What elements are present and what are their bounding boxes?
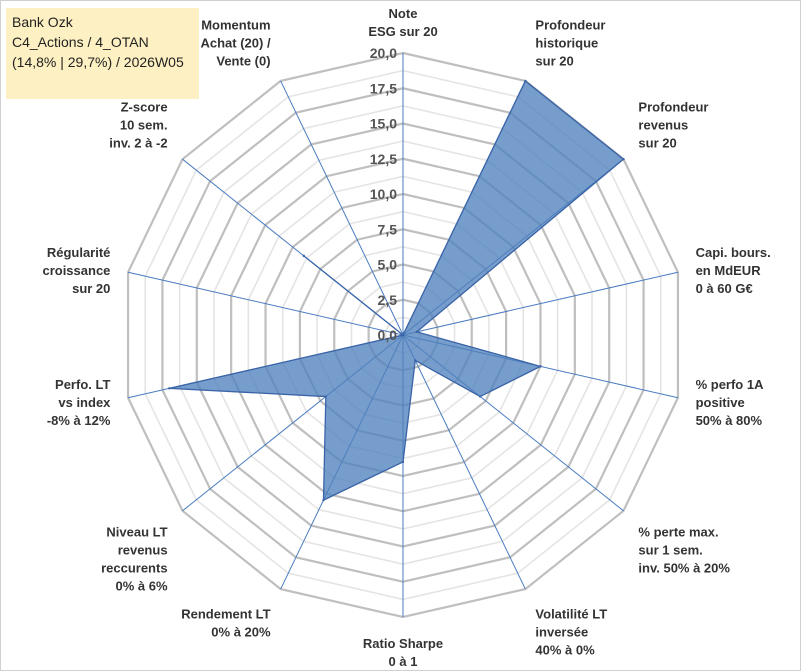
axis-label: Capi. bours. en MdEUR 0 à 60 G€ — [696, 245, 771, 296]
axis-label-line: % perte max. — [638, 525, 718, 540]
tick-label: 7,5 — [378, 221, 398, 237]
axis-label: Momentum Achat (20) / Vente (0) — [200, 17, 270, 68]
axis-spoke — [402, 271, 679, 336]
axis-label: Perfo. LT vs index -8% à 12% — [47, 377, 111, 428]
data-point — [401, 460, 405, 464]
axis-label-line: Note — [389, 6, 418, 21]
data-point — [324, 395, 328, 398]
axis-label: Profondeur revenus sur 20 — [638, 99, 708, 150]
axis-label-line: positive — [696, 395, 745, 410]
axis-label-line: 50% à 80% — [696, 413, 763, 428]
tick-label: 0,0 — [378, 327, 398, 343]
axis-label-line: Rendement LT — [181, 607, 270, 622]
axis-label-line: en MdEUR — [696, 263, 762, 278]
data-point — [401, 333, 405, 337]
axis-label-line: Niveau LT — [106, 525, 167, 540]
data-point — [415, 330, 418, 334]
axis-label: Ratio Sharpe 0 à 1 — [363, 636, 443, 669]
data-point — [539, 365, 542, 368]
tick-label: 2,5 — [378, 292, 398, 308]
axis-label-line: sur 20 — [72, 281, 110, 296]
axis-label-line: inv. 50% à 20% — [638, 561, 730, 576]
axis-label-line: -8% à 12% — [47, 413, 111, 428]
axis-spoke — [402, 334, 526, 590]
axis-label: Note ESG sur 20 — [368, 6, 437, 39]
axis-label-line: ESG sur 20 — [368, 24, 437, 39]
axis-label-line: Z-score — [121, 99, 168, 114]
axis-label-line: 0 à 1 — [389, 654, 418, 669]
axis-label-line: 0% à 6% — [116, 579, 168, 594]
axis-label-line: 10 sem. — [120, 117, 168, 132]
data-point — [478, 395, 482, 398]
axis-label-line: Volatilité LT — [535, 607, 607, 622]
data-point — [322, 498, 325, 502]
title-line-2: C4_Actions / 4_OTAN — [12, 34, 149, 50]
tick-label: 5,0 — [378, 257, 398, 273]
axis-label: % perfo 1A positive 50% à 80% — [696, 377, 765, 428]
axis-label-line: Perfo. LT — [55, 377, 110, 392]
axis-label: Régularité croissance sur 20 — [42, 245, 110, 296]
tick-label: 12,5 — [370, 151, 397, 167]
axis-label-line: inversée — [535, 625, 588, 640]
tick-label: 17,5 — [370, 80, 397, 96]
axis-label: Niveau LT revenus reccurents 0% à 6% — [101, 525, 168, 594]
axis-spoke — [127, 271, 404, 336]
axis-label-line: Momentum — [201, 17, 270, 32]
axis-label-line: Profondeur — [638, 99, 708, 114]
axis-label-line: revenus — [118, 543, 168, 558]
axis-label-line: Achat (20) / — [200, 35, 270, 50]
axis-label-line: croissance — [42, 263, 110, 278]
tick-label: 15,0 — [370, 116, 397, 132]
axis-label-line: % perfo 1A — [696, 377, 765, 392]
axis-label-line: sur 20 — [638, 135, 676, 150]
data-series-area — [169, 79, 625, 502]
axis-label-line: 0% à 20% — [211, 625, 271, 640]
axis-label-line: Vente (0) — [216, 53, 270, 68]
axis-label: Z-score 10 sem. inv. 2 à -2 — [109, 99, 167, 150]
tick-label: 10,0 — [370, 186, 397, 202]
axis-label-line: 40% à 0% — [535, 643, 595, 658]
data-point — [622, 157, 625, 161]
axis-label: Rendement LT 0% à 20% — [181, 607, 271, 640]
axis-label: % perte max. sur 1 sem. inv. 50% à 20% — [638, 525, 730, 576]
axis-label-line: sur 1 sem. — [638, 543, 702, 558]
axis-label-line: Régularité — [47, 245, 111, 260]
axis-label-line: vs index — [58, 395, 111, 410]
axis-label-line: Ratio Sharpe — [363, 636, 443, 651]
data-point — [302, 254, 305, 258]
data-point — [168, 387, 171, 390]
axis-label-line: revenus — [638, 117, 688, 132]
tick-label: 20,0 — [370, 45, 397, 61]
axis-label-line: reccurents — [101, 561, 167, 576]
title-line-1: Bank Ozk — [12, 14, 73, 30]
axis-label-line: 0 à 60 G€ — [696, 281, 753, 296]
axis-label: Volatilité LT inversée 40% à 0% — [535, 607, 607, 658]
axis-label-line: Profondeur — [535, 17, 605, 32]
axis-label-line: Capi. bours. — [696, 245, 771, 260]
chart-title-box: Bank Ozk C4_Actions / 4_OTAN (14,8% | 29… — [6, 8, 199, 99]
data-point — [524, 79, 527, 83]
data-point — [414, 359, 417, 362]
axis-label: Profondeur historique sur 20 — [535, 17, 605, 68]
axis-label-line: inv. 2 à -2 — [109, 135, 167, 150]
axis-label-line: historique — [535, 35, 598, 50]
axis-spoke — [280, 80, 404, 336]
title-line-3: (14,8% | 29,7%) / 2026W05 — [12, 54, 184, 70]
axis-label-line: sur 20 — [535, 53, 573, 68]
